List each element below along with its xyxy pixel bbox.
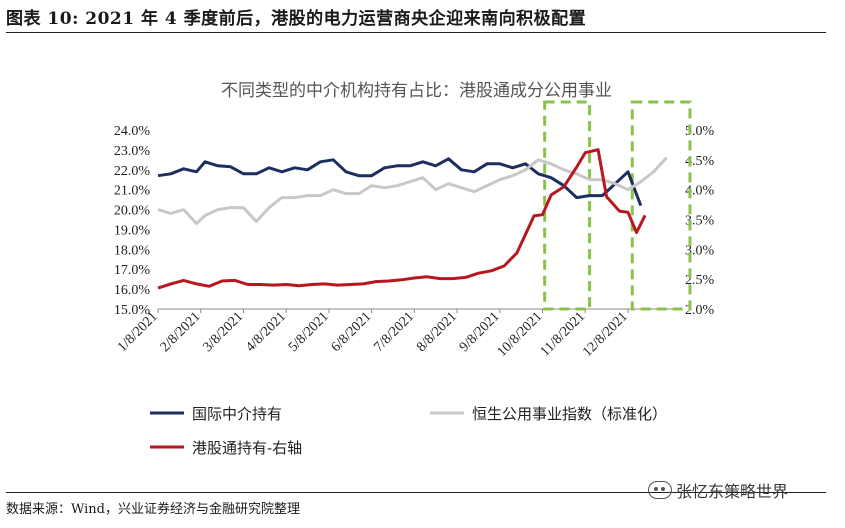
y-right-tick-label: 4.0% [685, 184, 715, 199]
highlight-box [543, 100, 592, 311]
figure-title: 图表 10: 2021 年 4 季度前后，港股的电力运营商央企迎来南向积极配置 [6, 9, 587, 29]
y-right-tick-label: 5.0% [685, 124, 715, 139]
x-tick-label: 10/8/2021 [495, 309, 546, 360]
x-tick-label: 11/8/2021 [538, 309, 588, 359]
x-tick-label: 8/8/2021 [414, 309, 460, 355]
series-line-3 [157, 148, 647, 290]
y-left-tick-label: 23.0% [114, 144, 151, 159]
y-left-tick-label: 22.0% [114, 164, 151, 179]
y-left-tick-label: 15.0% [114, 303, 151, 318]
y-left-tick-label: 20.0% [114, 204, 151, 219]
series-line-2 [157, 156, 668, 225]
y-left-tick-label: 21.0% [114, 184, 151, 199]
highlight-box [630, 100, 692, 311]
wechat-icon [648, 481, 672, 499]
bottom-rule [6, 492, 826, 493]
x-tick-label: 5/8/2021 [286, 309, 332, 355]
x-tick-label: 4/8/2021 [243, 309, 289, 355]
y-right-tick-label: 2.5% [685, 273, 715, 288]
watermark-text: 张忆东策略世界 [676, 482, 789, 501]
x-tick-label: 2/8/2021 [158, 309, 204, 355]
chart-title: 不同类型的中介机构持有占比：港股通成分公用事业 [221, 81, 612, 101]
legend-label: 港股通持有-右轴 [192, 439, 302, 457]
y-left-tick-label: 18.0% [114, 243, 151, 258]
watermark: 张忆东策略世界 [648, 478, 788, 502]
y-left-tick-label: 16.0% [114, 283, 151, 298]
legend-label: 恒生公用事业指数（标准化） [472, 405, 667, 423]
y-left-tick-label: 17.0% [114, 263, 151, 278]
x-tick-label: 7/8/2021 [371, 309, 417, 355]
x-tick-label: 3/8/2021 [200, 309, 246, 355]
y-right-tick-label: 3.0% [685, 243, 715, 258]
y-right-tick-label: 4.5% [685, 154, 715, 169]
series-line-1 [157, 157, 643, 207]
legend-label: 国际中介持有 [192, 405, 282, 423]
y-right-tick-label: 2.0% [685, 303, 715, 318]
x-tick-label: 6/8/2021 [329, 309, 375, 355]
y-right-tick-label: 3.5% [685, 214, 715, 229]
y-left-tick-label: 19.0% [114, 223, 151, 238]
x-tick-label: 12/8/2021 [580, 309, 631, 360]
y-left-tick-label: 24.0% [114, 124, 151, 139]
source-note: 数据来源：Wind，兴业证券经济与金融研究院整理 [6, 502, 300, 517]
top-rule [6, 32, 826, 33]
